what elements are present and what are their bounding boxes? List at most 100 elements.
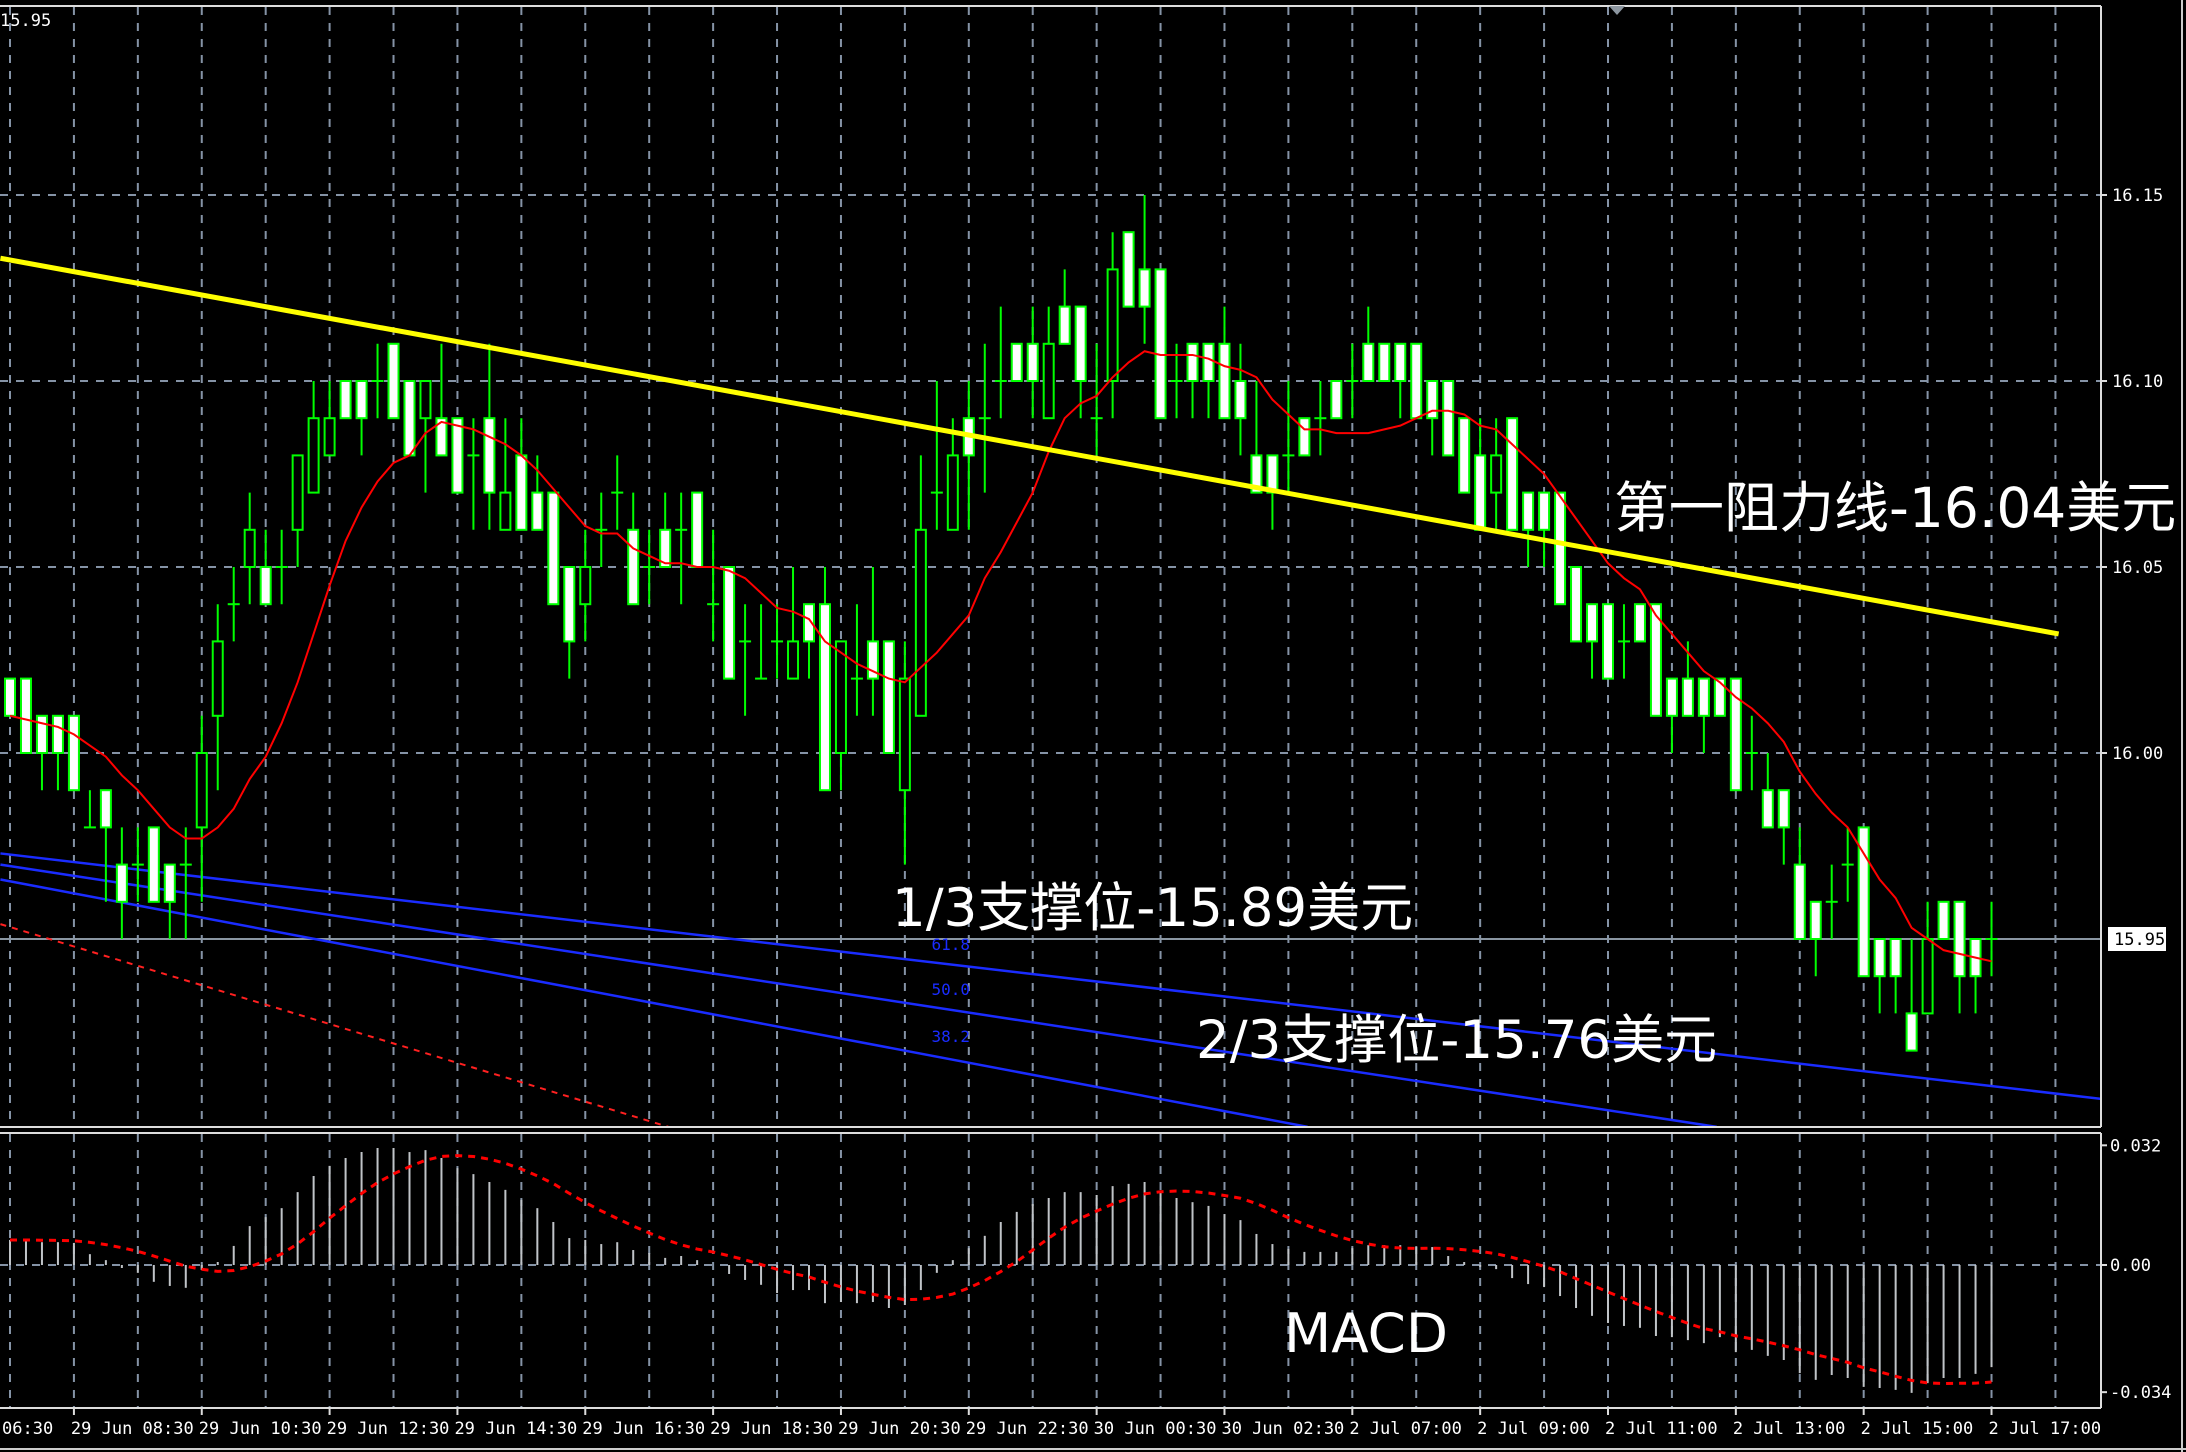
candle <box>323 381 336 457</box>
shift-marker-icon[interactable] <box>1609 6 1625 15</box>
candle-body-bullish <box>579 566 592 606</box>
candle-body-bearish <box>1058 305 1071 345</box>
candle-body-bearish <box>1697 677 1710 717</box>
candle-body-bearish <box>1857 826 1870 978</box>
candle-body-bearish <box>866 640 879 680</box>
candle <box>1538 491 1551 567</box>
candle-body-bearish <box>818 603 831 792</box>
candle <box>499 418 512 531</box>
candle <box>1202 342 1215 419</box>
candle <box>1170 343 1183 419</box>
current-price-label: 15.95 <box>2108 927 2166 951</box>
time-tick-label: 2 Jul 15:00 <box>1861 1419 1974 1439</box>
price-tick-label: 16.15 <box>2112 186 2163 206</box>
top-left-price-label: 15.95 <box>0 11 51 31</box>
candle-body-bullish <box>195 752 208 829</box>
dashed-red-line <box>0 923 669 1126</box>
candle <box>595 492 608 567</box>
candle <box>563 566 576 679</box>
candle-body-bullish <box>787 640 800 680</box>
candle-body-bearish <box>723 566 736 680</box>
candle <box>1378 342 1391 382</box>
macd-label: MACD <box>1284 1302 1448 1365</box>
candle-body-bearish <box>483 417 496 494</box>
candle <box>451 417 464 494</box>
macd-tick-label: -0.034 <box>2110 1383 2171 1403</box>
fib-line-61-8 <box>0 852 2100 1101</box>
candle <box>866 567 879 716</box>
candle-body-bearish <box>1905 1012 1918 1052</box>
support-1-annotation: 1/3支撑位-15.89美元 <box>892 878 1413 939</box>
time-tick-label: 29 Jun 08:30 <box>71 1419 194 1439</box>
candle <box>643 529 656 605</box>
candle <box>1154 268 1167 420</box>
candle <box>1793 827 1806 940</box>
fib-line-38-2 <box>0 878 1308 1126</box>
candle <box>771 604 784 679</box>
candle-body-bearish <box>435 417 448 457</box>
candle-body-bearish <box>1554 491 1567 606</box>
candle <box>547 491 560 606</box>
candle-body-bearish <box>1761 789 1774 829</box>
candle <box>579 529 592 642</box>
candle-body-bearish <box>1681 677 1694 717</box>
macd-tick-label: 0.032 <box>2110 1136 2161 1156</box>
candle-body-bearish <box>355 380 368 420</box>
price-tick-label: 16.10 <box>2112 372 2163 392</box>
candle-body-bearish <box>1953 900 1966 978</box>
candle-body-bearish <box>1522 491 1535 531</box>
candle-body-bearish <box>1633 603 1646 643</box>
fib-line-50-0 <box>0 863 1717 1126</box>
macd-panel <box>0 1147 2100 1393</box>
candle-body-bearish <box>515 454 528 531</box>
candle <box>1330 380 1343 420</box>
candle-body-bearish <box>339 380 352 420</box>
candle-body-bearish <box>1218 342 1231 420</box>
time-tick-label: 29 Jun 18:30 <box>710 1419 833 1439</box>
candle <box>67 714 80 792</box>
candle <box>1633 603 1646 643</box>
candle <box>467 418 480 530</box>
candle-body-bearish <box>1665 677 1678 717</box>
candle <box>1905 939 1918 1052</box>
candle-body-bullish <box>834 640 847 755</box>
candle <box>1665 677 1678 753</box>
candle <box>19 677 32 754</box>
candle-body-bearish <box>1298 417 1311 457</box>
candle-body-bearish <box>659 528 672 568</box>
candle-body-bearish <box>1586 603 1599 643</box>
candle-body-bearish <box>1266 454 1279 494</box>
candle <box>435 343 448 457</box>
candle-body-bearish <box>1602 603 1614 680</box>
price-tick-label: 16.00 <box>2112 744 2163 764</box>
candle <box>1010 342 1023 382</box>
candle <box>1522 491 1535 567</box>
candle-body-bearish <box>51 714 64 754</box>
candle-body-bearish <box>387 342 400 420</box>
candle <box>147 826 160 903</box>
candle-body-bullish <box>243 528 256 568</box>
candle <box>387 342 400 420</box>
candle <box>1570 566 1583 643</box>
candle <box>1745 715 1758 791</box>
candle-body-bearish <box>1138 268 1151 308</box>
candle-body-bearish <box>1889 938 1902 978</box>
candle-body-bearish <box>1713 677 1726 717</box>
candle <box>1857 826 1870 978</box>
candle-body-bearish <box>1474 454 1487 531</box>
candle <box>1218 306 1231 420</box>
candle-body-bearish <box>1442 380 1455 457</box>
time-tick-label: 2 Jul 07:00 <box>1349 1419 1462 1439</box>
candle <box>1617 604 1630 679</box>
candle-body-bearish <box>1250 454 1263 494</box>
candle <box>531 455 544 531</box>
candle <box>1122 231 1135 308</box>
candle <box>1282 381 1295 493</box>
candle <box>787 567 800 680</box>
candle-body-bearish <box>1186 342 1199 382</box>
candle <box>99 789 112 902</box>
candle-body-bearish <box>115 863 128 903</box>
time-tick-label: 2 Jul 09:00 <box>1477 1419 1590 1439</box>
